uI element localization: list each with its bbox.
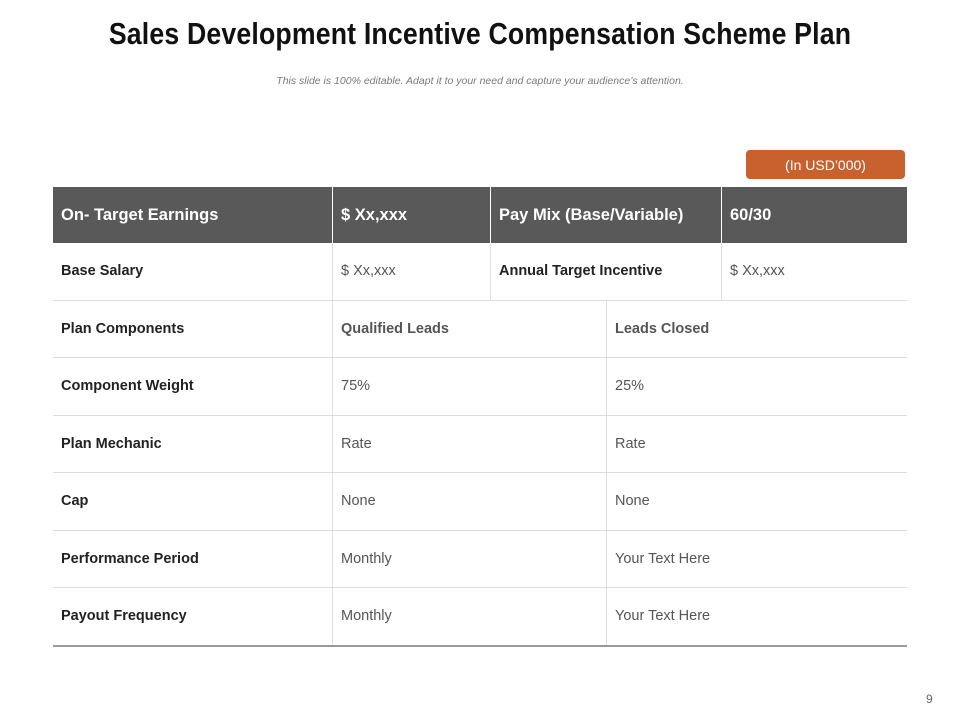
table-cell: None [606,473,907,530]
table-cell: None [332,473,606,530]
table-row: Plan Components Qualified Leads Leads Cl… [53,300,907,358]
row-label: Plan Mechanic [61,435,162,452]
compensation-table: On- Target Earnings $ Xx,xxx Pay Mix (Ba… [53,187,907,647]
qualified-leads-cell: Qualified Leads [332,300,606,357]
table-row: Payout Frequency Monthly Your Text Here [53,588,907,647]
annual-target-incentive-label: Annual Target Incentive [490,243,721,300]
table-row: Cap None None [53,473,907,531]
annual-target-incentive-value: $ Xx,xxx [721,243,907,300]
row-label: Cap [61,493,89,510]
table-cell: 25% [606,358,907,415]
base-salary-value: $ Xx,xxx [332,243,490,300]
table-cell: Rate [332,415,606,472]
table-row: Plan Mechanic Rate Rate [53,415,907,473]
header-cell-paymix-label: Pay Mix (Base/Variable) [490,187,721,243]
header-cell-ote-value: $ Xx,xxx [332,187,490,243]
row-label: Payout Frequency [61,608,187,625]
table-cell: Your Text Here [606,530,907,587]
row-label: Component Weight [61,378,194,395]
row-label: Base Salary [61,263,144,280]
header-cell-ote-label: On- Target Earnings [61,205,219,224]
table-row: Base Salary $ Xx,xxx Annual Target Incen… [53,243,907,301]
row-label: Performance Period [61,550,199,567]
unit-badge: (In USD’000) [746,150,905,179]
table-row: Component Weight 75% 25% [53,358,907,416]
slide-title: Sales Development Incentive Compensation… [108,16,852,51]
leads-closed-cell: Leads Closed [606,300,907,357]
row-label: Plan Components [61,320,185,337]
table-cell: 75% [332,358,606,415]
table-cell: Monthly [332,588,606,645]
slide-subtitle: This slide is 100% editable. Adapt it to… [276,75,684,87]
header-cell-paymix-value: 60/30 [721,187,907,243]
table-cell: Your Text Here [606,588,907,645]
table-cell: Rate [606,415,907,472]
table-header-row: On- Target Earnings $ Xx,xxx Pay Mix (Ba… [53,187,907,243]
table-row: Performance Period Monthly Your Text Her… [53,530,907,588]
page-number: 9 [926,692,933,706]
table-cell: Monthly [332,530,606,587]
